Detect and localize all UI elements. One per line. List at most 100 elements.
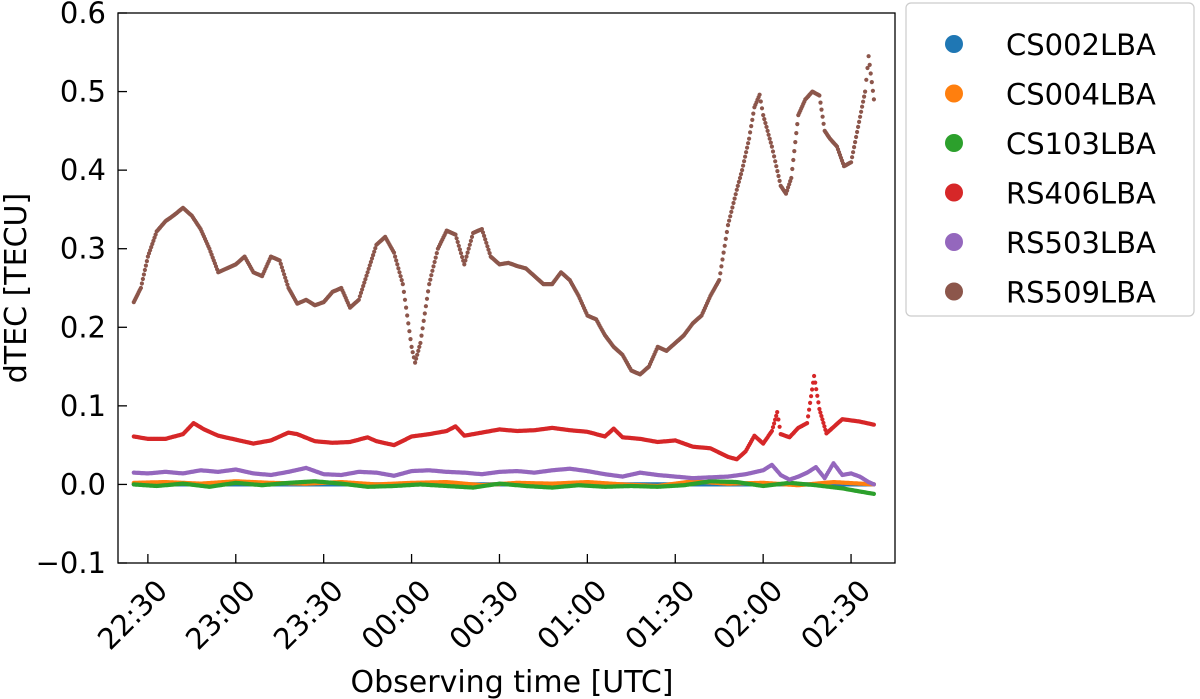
x-tick-label: 02:00: [706, 573, 789, 656]
legend-marker: [945, 84, 963, 103]
data-point: [744, 150, 749, 155]
data-point: [853, 140, 858, 145]
data-point: [407, 329, 412, 334]
data-point: [822, 424, 827, 429]
data-point: [142, 267, 147, 273]
data-point: [790, 166, 795, 172]
data-point: [866, 54, 871, 59]
data-point: [409, 344, 414, 349]
data-point: [791, 157, 796, 163]
data-point: [465, 250, 470, 255]
legend-marker: [945, 134, 963, 152]
legend-marker: [945, 183, 963, 202]
data-point: [770, 149, 776, 154]
data-point: [720, 257, 725, 262]
data-point: [423, 304, 428, 309]
data-point: [769, 428, 775, 434]
data-point: [454, 236, 459, 241]
y-axis: −0.1 0.0 0.1 0.2 0.3 0.4 0.5 0.6: [36, 0, 127, 580]
series-CS103LBA: [131, 479, 877, 496]
data-point: [805, 421, 810, 426]
legend-marker: [945, 282, 963, 301]
data-point: [404, 305, 409, 310]
data-point: [774, 413, 779, 418]
data-point: [813, 380, 818, 385]
data-point: [141, 272, 146, 277]
data-point: [414, 356, 419, 361]
data-point: [722, 243, 727, 248]
data-point: [731, 200, 736, 206]
data-point: [763, 120, 768, 126]
data-point: [391, 250, 397, 255]
data-point: [397, 270, 402, 275]
data-point: [742, 159, 747, 164]
data-point: [420, 326, 425, 331]
data-point: [774, 164, 779, 169]
x-tick-label: 00:30: [443, 573, 526, 656]
x-tick-label: 22:30: [91, 573, 174, 656]
data-point: [855, 129, 860, 135]
data-point: [455, 239, 460, 245]
data-point: [719, 264, 724, 269]
data-point: [810, 387, 815, 392]
data-point: [460, 254, 465, 260]
data-point: [405, 313, 410, 318]
data-point: [808, 400, 813, 405]
data-point: [768, 140, 773, 145]
legend-marker: [945, 35, 963, 53]
data-point: [859, 109, 864, 114]
data-point: [769, 144, 775, 149]
legend-label: CS103LBA: [1006, 127, 1156, 161]
data-point: [143, 263, 148, 268]
data-point: [393, 254, 398, 259]
data-point: [430, 268, 435, 273]
data-point: [775, 410, 780, 415]
y-tick-label: 0.6: [60, 0, 106, 30]
data-point: [864, 77, 869, 82]
data-point: [772, 154, 777, 159]
data-point: [765, 128, 770, 133]
data-point: [399, 278, 404, 283]
data-point: [871, 97, 877, 102]
data-point: [738, 172, 744, 177]
data-point: [816, 400, 821, 405]
data-point: [863, 89, 868, 94]
y-tick-label: 0.5: [60, 75, 106, 109]
data-point: [398, 274, 403, 279]
data-point: [400, 282, 405, 287]
data-point: [776, 417, 781, 422]
data-point: [773, 159, 778, 164]
data-point: [871, 482, 877, 487]
data-point: [867, 62, 872, 67]
data-point: [862, 94, 867, 99]
data-point: [418, 340, 423, 346]
data-point: [794, 131, 799, 136]
data-point: [138, 285, 143, 291]
plot-frame: [117, 12, 896, 564]
data-point: [723, 236, 728, 241]
data-point: [849, 160, 854, 165]
data-point: [819, 413, 824, 419]
data-point: [777, 178, 782, 183]
data-point: [807, 407, 812, 412]
data-point: [817, 406, 822, 412]
data-point: [730, 205, 735, 210]
data-point: [776, 173, 781, 179]
data-point: [734, 187, 739, 192]
data-point: [406, 321, 411, 326]
data-point: [821, 121, 826, 126]
data-point: [729, 209, 734, 214]
data-point: [727, 218, 732, 223]
data-point: [415, 352, 420, 357]
x-axis: 22:30 23:00 23:30 00:00 00:30 01:00 01:30 02:00…: [91, 554, 877, 656]
data-point: [428, 277, 433, 282]
y-axis-label: dTEC [TECU]: [0, 193, 34, 383]
data-point: [467, 242, 472, 247]
data-point: [858, 114, 863, 119]
y-tick-label: 0.1: [60, 389, 106, 423]
data-point: [728, 214, 733, 219]
data-point: [408, 337, 413, 342]
data-point: [457, 247, 462, 252]
data-point: [410, 350, 415, 355]
